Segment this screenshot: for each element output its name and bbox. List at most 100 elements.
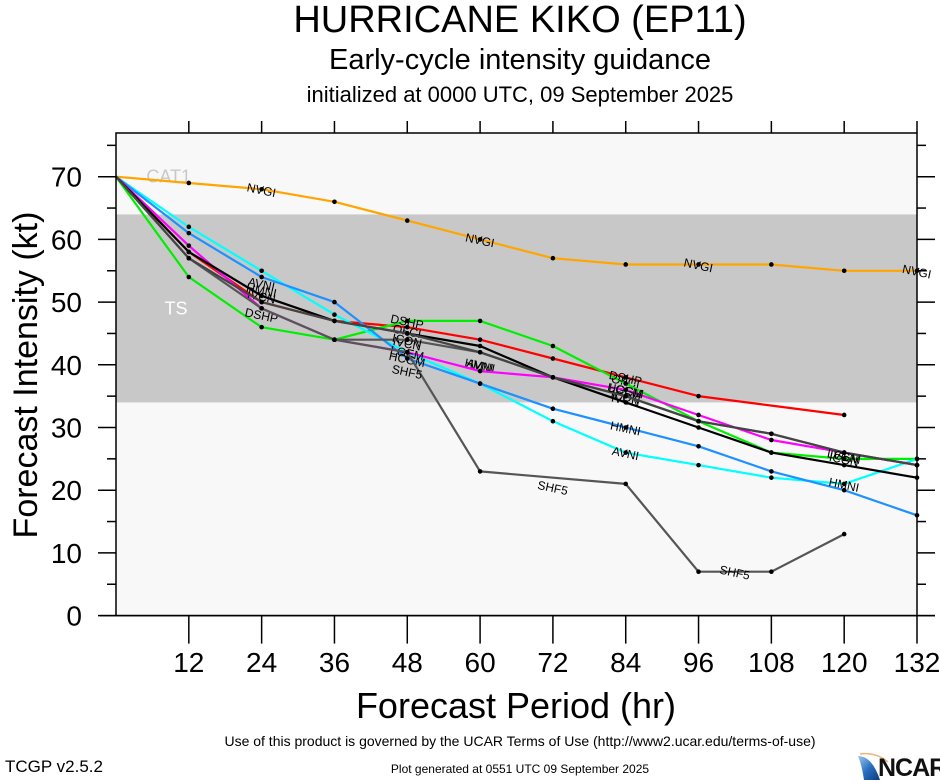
data-point: [404, 324, 410, 330]
data-point: [769, 469, 774, 474]
x-tick-label: 132: [894, 647, 940, 678]
x-tick-label: 108: [748, 647, 795, 678]
series-line-lgem: [115, 175, 918, 467]
data-point: [404, 331, 410, 336]
series-label-lgem: LGEM: [826, 446, 862, 467]
data-point: [769, 262, 774, 267]
data-point: [404, 356, 410, 361]
x-tick-label: 96: [683, 647, 714, 678]
series-label-shf5: SHF5: [718, 563, 751, 583]
data-point: [623, 393, 629, 399]
data-point: [696, 444, 701, 449]
series-label-avni: AVNI: [611, 444, 640, 463]
generated-timestamp: Plot generated at 0551 UTC 09 September …: [390, 762, 650, 776]
series-hmni: HMNIHMNIHMNIHMNI: [115, 175, 920, 518]
data-point: [696, 412, 701, 418]
data-point: [550, 406, 556, 411]
data-point: [332, 337, 337, 343]
data-point: [623, 262, 629, 267]
data-point: [841, 531, 847, 537]
series-label-hmni: HMNI: [245, 281, 278, 301]
data-point: [477, 343, 483, 349]
series-line-hcgm: [115, 175, 918, 467]
series-label-ivcn: IVCN: [828, 447, 859, 467]
y-tick-label: 70: [51, 162, 82, 193]
data-point: [550, 375, 556, 380]
y-tick-label: 20: [51, 475, 82, 506]
data-point: [696, 569, 701, 575]
data-point: [477, 318, 483, 324]
series-label-nvgi: NVGI: [464, 230, 496, 250]
series-label-nvgi: NVGI: [683, 256, 715, 276]
data-point: [841, 481, 847, 487]
data-point: [186, 274, 192, 280]
data-point: [769, 569, 774, 575]
data-point: [696, 262, 701, 267]
data-point: [550, 255, 556, 261]
data-point: [332, 312, 337, 317]
axes: 0 10 20 30 40 50 60 70 12 24 36 48 60 72 84 96 108 120 132: [51, 121, 940, 678]
x-tick-label: 84: [610, 647, 641, 678]
x-tick-label: 60: [465, 647, 496, 678]
data-point: [186, 243, 192, 248]
data-point: [623, 400, 629, 405]
y-tick-label: 60: [51, 224, 82, 255]
ncar-logo-text: NCAR: [878, 754, 940, 782]
data-point: [404, 349, 410, 355]
data-point: [259, 274, 264, 280]
init-time-line: initialized at 0000 UTC, 09 September 20…: [306, 82, 734, 107]
data-point: [404, 318, 410, 324]
data-point: [186, 255, 192, 261]
chart-title: HURRICANE KIKO (EP11): [293, 0, 747, 41]
data-point: [477, 469, 483, 474]
series-label-shf5: SHF5: [536, 478, 569, 498]
data-point: [841, 450, 847, 455]
intensity-bands: [116, 133, 917, 616]
data-point: [769, 437, 774, 443]
data-point: [769, 475, 774, 480]
data-point: [259, 306, 264, 311]
series-line-hmni: [115, 175, 918, 517]
data-point: [259, 299, 264, 305]
version-label: TCGP v2.5.2: [5, 757, 103, 776]
data-point: [841, 456, 847, 462]
data-point: [404, 218, 410, 223]
y-tick-label: 50: [51, 287, 82, 318]
data-point: [696, 425, 701, 430]
data-point: [332, 199, 337, 205]
series-shf5: SHF5 SHF5 SHF5: [332, 337, 847, 583]
y-tick-label: 30: [51, 413, 82, 444]
data-point: [332, 318, 337, 324]
series-line-avni: [115, 175, 918, 485]
series-label-nvgi: NVGI: [246, 180, 278, 200]
data-point: [841, 487, 847, 493]
series-label-hmni: HMNI: [828, 475, 861, 495]
data-point: [477, 337, 483, 343]
ncar-logo-icon: [858, 752, 889, 780]
y-tick-label: 0: [66, 601, 82, 632]
data-point: [259, 268, 264, 274]
data-point: [769, 431, 774, 437]
x-axis-label: Forecast Period (hr): [356, 685, 676, 726]
data-point: [550, 418, 556, 424]
series-label-dshp: DSHP: [608, 368, 644, 389]
series-line-ivcn: [115, 175, 918, 479]
terms-of-use-text: Use of this product is governed by the U…: [224, 733, 816, 749]
data-point: [186, 249, 192, 255]
data-point: [623, 450, 629, 455]
band-ts: [116, 214, 917, 403]
data-point: [259, 186, 264, 192]
data-point: [186, 230, 192, 236]
x-tick-label: 36: [319, 647, 350, 678]
y-axis-label: Forecast Intensity (kt): [7, 212, 45, 539]
data-point: [841, 412, 847, 418]
data-point: [259, 324, 264, 330]
data-point: [186, 224, 192, 230]
x-tick-label: 72: [537, 647, 568, 678]
data-point: [841, 268, 847, 274]
data-point: [477, 237, 483, 242]
data-point: [696, 393, 701, 399]
data-point: [477, 368, 483, 374]
series-label-hmni: HMNI: [609, 418, 642, 438]
